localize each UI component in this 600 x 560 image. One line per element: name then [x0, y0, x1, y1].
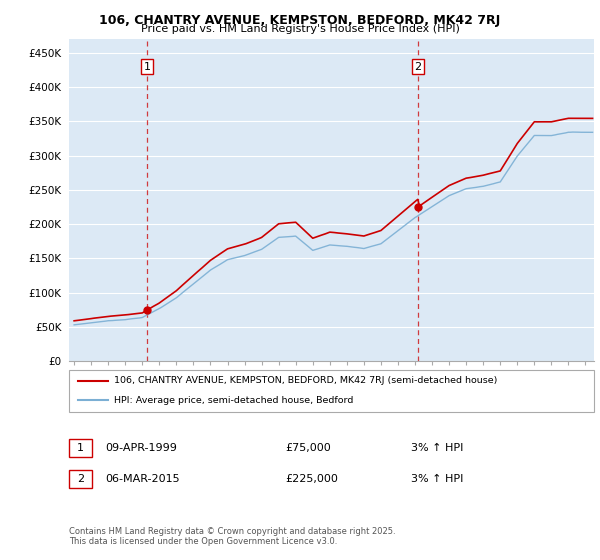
- Text: £225,000: £225,000: [285, 474, 338, 484]
- Text: HPI: Average price, semi-detached house, Bedford: HPI: Average price, semi-detached house,…: [114, 396, 353, 405]
- Text: 1: 1: [143, 62, 151, 72]
- Text: Contains HM Land Registry data © Crown copyright and database right 2025.
This d: Contains HM Land Registry data © Crown c…: [69, 526, 395, 546]
- Text: 106, CHANTRY AVENUE, KEMPSTON, BEDFORD, MK42 7RJ: 106, CHANTRY AVENUE, KEMPSTON, BEDFORD, …: [100, 14, 500, 27]
- Point: [413, 203, 423, 212]
- Text: 2: 2: [77, 474, 84, 484]
- Text: 106, CHANTRY AVENUE, KEMPSTON, BEDFORD, MK42 7RJ (semi-detached house): 106, CHANTRY AVENUE, KEMPSTON, BEDFORD, …: [114, 376, 497, 385]
- Text: £75,000: £75,000: [285, 443, 331, 453]
- Text: 1: 1: [77, 443, 84, 453]
- Text: 3% ↑ HPI: 3% ↑ HPI: [411, 443, 463, 453]
- Point: [142, 305, 152, 314]
- Text: 3% ↑ HPI: 3% ↑ HPI: [411, 474, 463, 484]
- Text: Price paid vs. HM Land Registry's House Price Index (HPI): Price paid vs. HM Land Registry's House …: [140, 24, 460, 34]
- Text: 2: 2: [415, 62, 421, 72]
- Text: 09-APR-1999: 09-APR-1999: [105, 443, 177, 453]
- Text: 06-MAR-2015: 06-MAR-2015: [105, 474, 179, 484]
